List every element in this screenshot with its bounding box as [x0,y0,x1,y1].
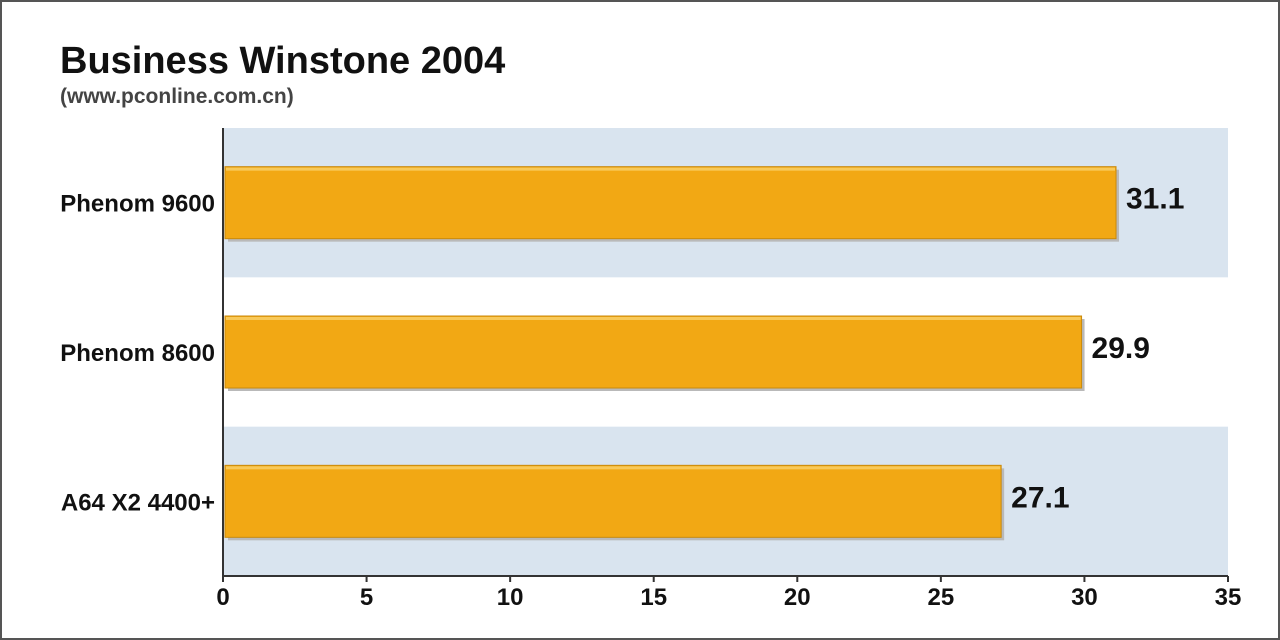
x-tick-label-3: 15 [640,584,667,611]
value-label-0: 31.1 [1126,183,1184,216]
value-label-1: 29.9 [1092,332,1150,365]
category-label-1: Phenom 8600 [60,340,215,367]
x-tick-label-5: 25 [928,584,955,611]
bar-0 [224,166,1117,240]
x-tick-label-6: 30 [1071,584,1098,611]
bars [224,166,1120,541]
x-tick-label-2: 10 [497,584,524,611]
chart-subtitle: (www.pconline.com.cn) [60,85,294,108]
bar-highlight-2 [226,466,1001,470]
x-tick-label-0: 0 [216,584,229,611]
bar-highlight-1 [226,317,1081,320]
category-label-2: A64 X2 4400+ [61,489,215,516]
bar-highlight-0 [226,167,1116,171]
axes [222,128,1229,582]
bar-1 [224,315,1083,389]
x-tick-label-1: 5 [360,584,373,611]
x-tick-label-4: 20 [784,584,811,611]
category-label-0: Phenom 9600 [60,191,215,218]
value-label-2: 27.1 [1011,481,1069,514]
labels: Phenom 9600 31.1 Phenom 8600 29.9 A64 X2 440… [60,183,1241,611]
chart-title: Business Winstone 2004 [60,40,506,82]
bar-2 [224,464,1002,538]
x-tick-label-7: 35 [1215,584,1242,611]
